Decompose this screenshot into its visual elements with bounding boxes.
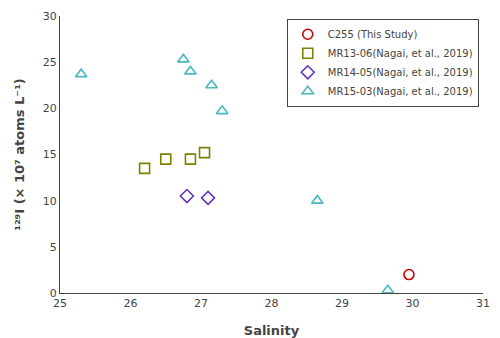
svg-text:C255 (This Study): C255 (This Study)	[328, 29, 418, 40]
svg-text:30: 30	[43, 10, 57, 23]
svg-text:¹²⁹I (× 10⁷ atoms L⁻¹): ¹²⁹I (× 10⁷ atoms L⁻¹)	[12, 78, 27, 231]
svg-text:15: 15	[43, 148, 57, 161]
svg-text:10: 10	[43, 195, 57, 208]
svg-text:29: 29	[335, 297, 349, 310]
svg-text:28: 28	[265, 297, 279, 310]
svg-text:27: 27	[194, 297, 208, 310]
svg-text:20: 20	[43, 102, 57, 115]
svg-text:0: 0	[50, 287, 57, 300]
svg-text:MR15-03(Nagai, et al., 2019): MR15-03(Nagai, et al., 2019)	[328, 86, 473, 97]
svg-text:5: 5	[50, 241, 57, 254]
svg-text:MR13-06(Nagai, et al., 2019): MR13-06(Nagai, et al., 2019)	[328, 48, 473, 59]
svg-text:Salinity: Salinity	[244, 323, 300, 338]
svg-text:30: 30	[406, 297, 420, 310]
svg-text:25: 25	[53, 297, 67, 310]
svg-text:MR14-05(Nagai, et al., 2019): MR14-05(Nagai, et al., 2019)	[328, 67, 473, 78]
svg-text:31: 31	[476, 297, 490, 310]
svg-text:25: 25	[43, 56, 57, 69]
svg-text:26: 26	[124, 297, 138, 310]
